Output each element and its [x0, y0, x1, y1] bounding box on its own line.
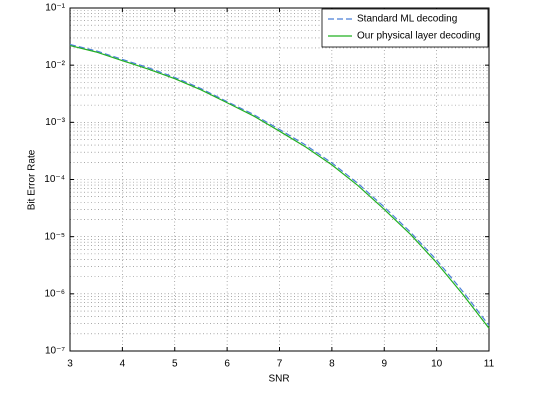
- y-tick-label: 10⁻⁶: [44, 288, 65, 299]
- x-tick-label: 11: [484, 359, 495, 370]
- x-tick-label: 10: [431, 359, 443, 370]
- x-tick-label: 9: [381, 359, 387, 370]
- x-tick-label: 4: [120, 359, 126, 370]
- y-axis-label: Bit Error Rate: [27, 149, 38, 210]
- x-tick-label: 6: [224, 359, 230, 370]
- y-tick-label: 10⁻¹: [45, 3, 65, 14]
- x-tick-label: 5: [172, 359, 178, 370]
- plot-frame: [69, 7, 490, 352]
- x-tick-label: 8: [329, 359, 335, 370]
- y-tick-label: 10⁻⁵: [44, 231, 65, 242]
- y-tick-label: 10⁻³: [45, 117, 65, 128]
- legend-box: [321, 8, 489, 48]
- x-tick-label: 7: [277, 359, 283, 370]
- legend-label: Standard ML decoding: [357, 14, 457, 25]
- y-tick-label: 10⁻⁴: [44, 174, 65, 185]
- series-line: [69, 45, 490, 329]
- x-axis-label: SNR: [268, 374, 289, 385]
- x-tick-label: 3: [67, 359, 73, 370]
- y-tick-label: 10⁻²: [45, 60, 65, 71]
- series-line: [69, 43, 490, 326]
- y-tick-label: 10⁻⁷: [45, 346, 65, 357]
- legend-label: Our physical layer decoding: [357, 31, 480, 42]
